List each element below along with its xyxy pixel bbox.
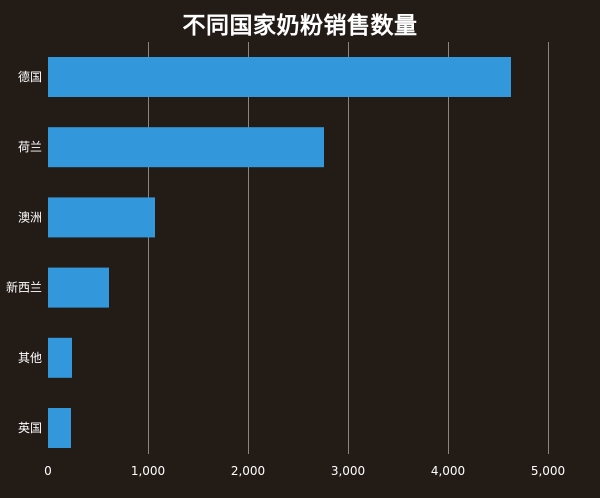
chart-title: 不同国家奶粉销售数量 — [182, 13, 418, 39]
x-tick-label: 0 — [44, 464, 52, 478]
bar-6[interactable] — [48, 408, 71, 448]
bar-1[interactable] — [48, 57, 511, 97]
bar-5[interactable] — [48, 337, 72, 378]
category-label: 荷兰 — [18, 140, 42, 154]
category-label: 德国 — [18, 69, 42, 84]
x-tick-label: 1,000 — [131, 464, 165, 478]
bar-3[interactable] — [48, 197, 155, 238]
bar-2[interactable] — [48, 127, 324, 168]
category-label: 其他 — [18, 351, 42, 365]
category-label: 新西兰 — [6, 280, 42, 295]
x-tick-label: 5,000 — [531, 464, 565, 478]
x-tick-label: 4,000 — [431, 464, 465, 478]
bar-4[interactable] — [48, 267, 109, 308]
category-label: 澳洲 — [18, 210, 42, 224]
x-tick-label: 2,000 — [231, 464, 265, 478]
x-tick-label: 3,000 — [331, 464, 365, 478]
category-label: 英国 — [18, 421, 42, 435]
